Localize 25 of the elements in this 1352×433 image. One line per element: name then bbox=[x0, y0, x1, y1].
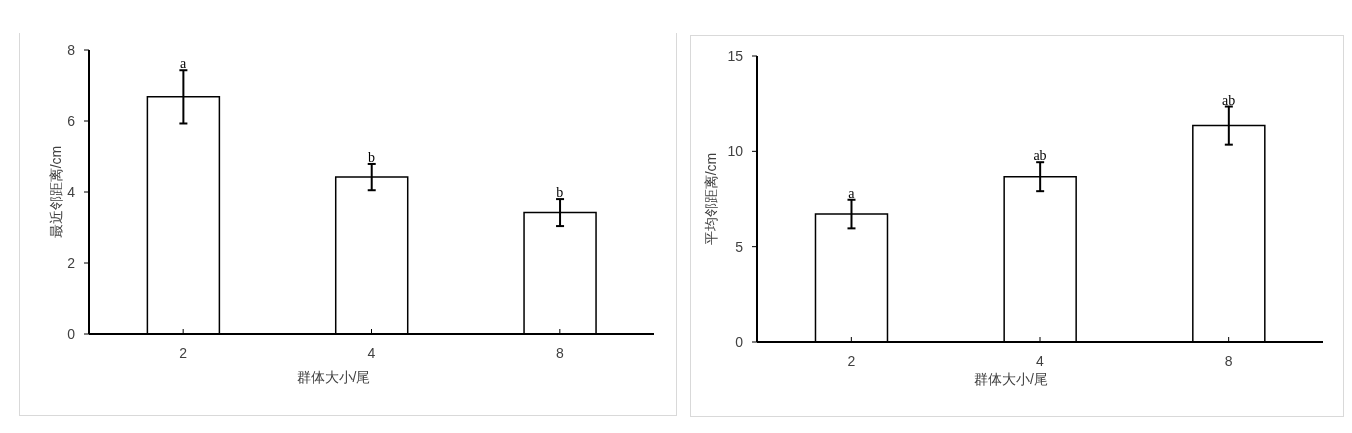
y-tick-label: 0 bbox=[735, 333, 744, 350]
x-axis-title: 群体大小/尾 bbox=[974, 371, 1048, 387]
y-tick-label: 6 bbox=[67, 112, 76, 129]
y-tick-label: 4 bbox=[67, 183, 76, 200]
x-tick-label: 2 bbox=[847, 352, 856, 369]
annotation: b bbox=[368, 149, 375, 165]
x-tick-label: 8 bbox=[1224, 352, 1233, 369]
y-axis-title: 平均邻距离/cm bbox=[703, 152, 719, 246]
x-tick-label: 4 bbox=[367, 344, 376, 361]
x-tick-label: 4 bbox=[1036, 352, 1045, 369]
annotation: b bbox=[556, 185, 564, 201]
y-tick-label: 5 bbox=[735, 238, 744, 255]
annotation: ab bbox=[1222, 92, 1236, 108]
y-tick-label: 8 bbox=[67, 41, 76, 58]
x-tick-label: 2 bbox=[179, 344, 188, 361]
x-axis-title: 群体大小/尾 bbox=[296, 369, 371, 385]
y-tick-label: 15 bbox=[727, 47, 744, 64]
x-tick-label: 8 bbox=[555, 344, 564, 361]
y-tick-label: 2 bbox=[67, 254, 76, 271]
annotation: a bbox=[848, 185, 856, 201]
y-axis-title: 最近邻距离/cm bbox=[48, 145, 64, 239]
y-tick-label: 10 bbox=[727, 143, 744, 160]
annotation: ab bbox=[1033, 148, 1047, 164]
annotation: a bbox=[180, 56, 188, 72]
y-tick-label: 0 bbox=[67, 325, 76, 342]
